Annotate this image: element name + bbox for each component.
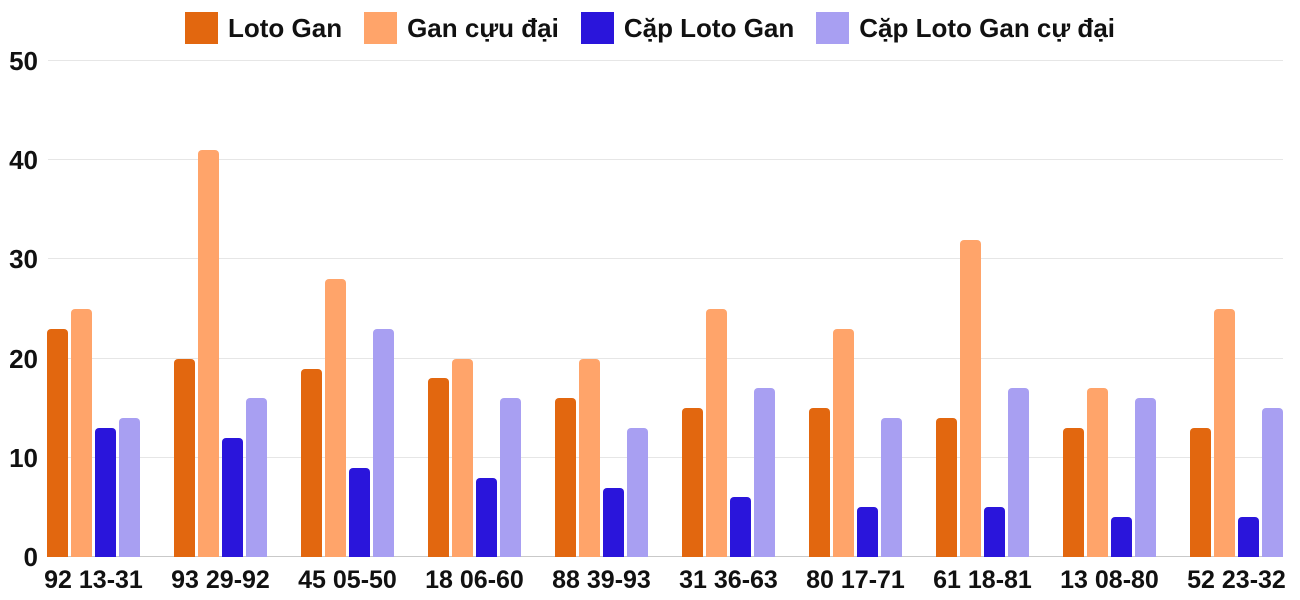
legend-item-1[interactable]: Loto Gan	[184, 12, 343, 44]
gridline	[48, 60, 1283, 61]
bar	[603, 488, 624, 557]
bar	[373, 329, 394, 557]
bar	[325, 279, 346, 557]
bar	[730, 497, 751, 557]
bar	[579, 359, 600, 557]
legend-label: Loto Gan	[227, 12, 343, 43]
bar-group	[157, 61, 284, 557]
bar	[71, 309, 92, 557]
x-category-label: 31 36-63	[679, 566, 778, 594]
bar	[754, 388, 775, 557]
bar	[627, 428, 648, 557]
legend-swatch-icon	[816, 12, 850, 44]
bar	[476, 478, 497, 557]
bar	[47, 329, 68, 557]
bar	[1190, 428, 1211, 557]
bar	[500, 398, 521, 557]
legend-swatch-icon	[580, 12, 614, 44]
bar-group	[411, 61, 538, 557]
legend: Loto Gan Gan cựu đại Cặp Loto Gan Cặp Loto …	[0, 12, 1300, 44]
x-category-label: 92 13-31	[44, 566, 143, 594]
x-category-label: 18 06-60	[425, 566, 524, 594]
x-axis-baseline	[48, 556, 1283, 557]
bar	[1008, 388, 1029, 557]
bar-group	[1173, 61, 1300, 557]
bar-group	[30, 61, 157, 557]
y-tick-label: 10	[9, 442, 38, 473]
legend-item-4[interactable]: Cặp Loto Gan cự đại	[816, 12, 1115, 44]
y-tick-label: 50	[9, 46, 38, 76]
legend-item-3[interactable]: Cặp Loto Gan	[580, 12, 795, 44]
legend-label: Cặp Loto Gan	[623, 12, 795, 43]
gridline	[48, 258, 1283, 260]
bar	[984, 507, 1005, 557]
bar	[682, 408, 703, 557]
bar	[349, 468, 370, 557]
bar	[809, 408, 830, 557]
y-tick-label: 20	[9, 343, 38, 374]
bar	[1063, 428, 1084, 557]
x-category-label: 13 08-80	[1060, 566, 1159, 594]
bar	[1087, 388, 1108, 557]
bar	[174, 359, 195, 557]
bar	[833, 329, 854, 557]
bar	[301, 369, 322, 557]
bar-group	[284, 61, 411, 557]
bar-group	[919, 61, 1046, 557]
x-category-label: 80 17-71	[806, 566, 905, 594]
x-category-label: 45 05-50	[298, 566, 397, 594]
gridline	[48, 456, 1283, 458]
bar	[857, 507, 878, 557]
bar	[881, 418, 902, 557]
bar	[222, 438, 243, 557]
bar	[95, 428, 116, 557]
y-tick-label: 30	[9, 244, 38, 275]
bar	[936, 418, 957, 557]
y-axis-labels: 0 10 20 30 40 50	[0, 48, 38, 570]
bar	[1214, 309, 1235, 557]
legend-label: Cặp Loto Gan cự đại	[859, 12, 1115, 43]
gridline	[48, 357, 1283, 359]
plot-area	[30, 61, 1300, 557]
bar-group	[792, 61, 919, 557]
bar	[1135, 398, 1156, 557]
bar	[1262, 408, 1283, 557]
bar	[198, 150, 219, 557]
gridlines	[48, 60, 1283, 557]
bar	[452, 359, 473, 557]
bar	[555, 398, 576, 557]
bar	[1238, 517, 1259, 557]
legend-item-2[interactable]: Gan cựu đại	[364, 12, 559, 44]
bar	[960, 240, 981, 557]
x-category-label: 52 23-32	[1187, 566, 1286, 594]
bar	[706, 309, 727, 557]
bar-group	[538, 61, 665, 557]
legend-label: Gan cựu đại	[407, 12, 559, 43]
legend-swatch-icon	[364, 12, 398, 44]
bar	[246, 398, 267, 557]
gridline	[48, 159, 1283, 161]
x-category-label: 88 39-93	[552, 566, 651, 594]
y-tick-label: 40	[9, 145, 38, 176]
x-category-label: 61 18-81	[933, 566, 1032, 594]
x-axis-labels: 92 13-31 93 29-92 45 05-50 18 06-60 88 39-93…	[30, 568, 1300, 598]
bar	[119, 418, 140, 557]
legend-swatch-icon	[184, 12, 218, 44]
bar-group	[665, 61, 792, 557]
bar	[1111, 517, 1132, 557]
x-category-label: 93 29-92	[171, 566, 270, 594]
bar	[428, 378, 449, 557]
bar-group	[1046, 61, 1173, 557]
y-tick-label: 0	[23, 542, 38, 572]
